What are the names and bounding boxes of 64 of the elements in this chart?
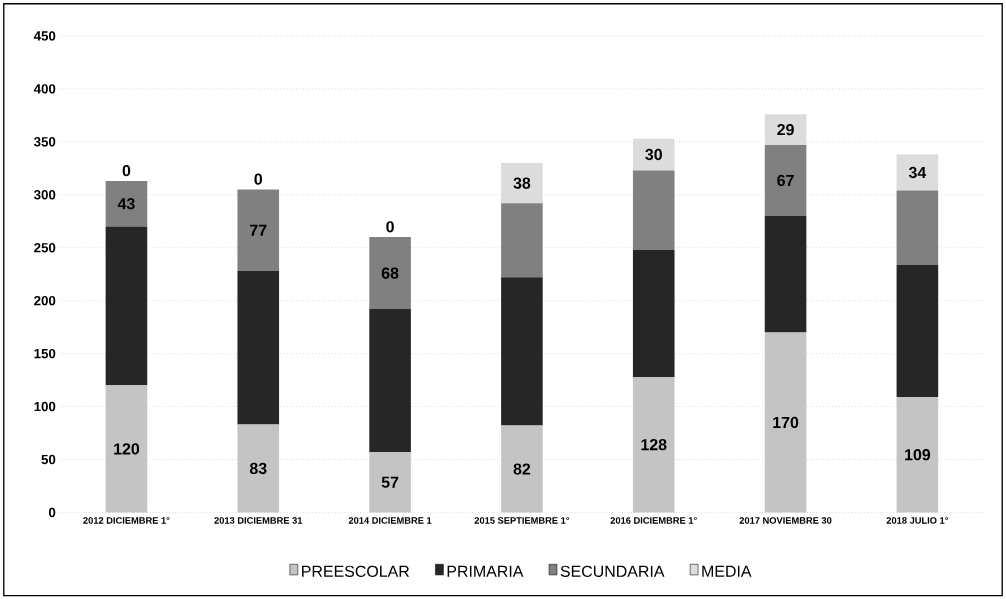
bar — [764, 215, 807, 333]
data-label: 0 — [254, 173, 263, 185]
bar — [896, 396, 939, 513]
bar — [501, 162, 543, 204]
y-tick-label: 250 — [34, 242, 56, 253]
data-label: 83 — [249, 462, 267, 474]
bar — [369, 236, 411, 309]
bar — [632, 249, 675, 377]
data-label: 0 — [386, 220, 394, 233]
x-tick-label: 2018 JULIO 1° — [886, 516, 949, 524]
x-tick-label: 2017 NOVIEMBRE 30 — [739, 516, 832, 524]
data-label: 67 — [777, 174, 794, 186]
x-tick-label: 2014 DICIEMBRE 1 — [348, 516, 432, 524]
data-label: 57 — [381, 476, 399, 488]
bar — [632, 376, 675, 513]
data-label: 120 — [114, 443, 140, 455]
bar — [237, 270, 280, 425]
y-tick-label: 150 — [34, 348, 56, 359]
y-tick-label: 300 — [33, 189, 56, 200]
data-label: 82 — [513, 463, 531, 475]
y-tick-label: 400 — [33, 83, 56, 94]
bar — [896, 264, 939, 397]
legend-label: PRIMARIA — [447, 565, 524, 577]
data-label: 109 — [905, 448, 931, 461]
y-tick-label: 450 — [33, 31, 56, 41]
y-tick-label: 100 — [34, 401, 56, 412]
data-label: 0 — [122, 164, 131, 177]
legend-label: MEDIA — [702, 565, 752, 577]
data-label: 38 — [513, 177, 531, 189]
bar — [896, 154, 939, 191]
bar — [501, 203, 543, 278]
data-label: 34 — [908, 166, 927, 178]
data-label: 43 — [117, 197, 135, 210]
data-label: 30 — [645, 148, 662, 160]
legend-label: PREESCOLAR — [302, 565, 410, 577]
bar — [105, 385, 148, 513]
bar — [764, 144, 807, 216]
bar — [369, 451, 411, 513]
bar — [632, 138, 675, 171]
x-tick-label: 2012 DICIEMBRE 1° — [83, 516, 170, 524]
bar — [632, 170, 675, 250]
x-tick-label: 2015 SEPTIEMBRE 1° — [474, 516, 570, 524]
bar — [237, 424, 280, 513]
x-tick-label: 2016 DICIEMBRE 1° — [610, 516, 697, 524]
bar — [237, 189, 280, 271]
data-label: 128 — [641, 438, 667, 451]
bar — [764, 114, 807, 145]
bar — [501, 277, 543, 426]
y-tick-label: 50 — [41, 454, 56, 464]
bar — [369, 308, 411, 452]
bar — [105, 226, 148, 386]
bar — [764, 332, 807, 513]
data-label: 29 — [777, 123, 794, 136]
legend-label: SECUNDARIA — [560, 565, 665, 577]
bar — [501, 425, 543, 513]
y-tick-label: 350 — [33, 136, 56, 147]
bar — [896, 190, 939, 265]
bar — [105, 180, 148, 227]
y-tick-label: 200 — [34, 295, 56, 306]
data-label: 170 — [773, 416, 799, 428]
y-tick-label: 0 — [48, 507, 56, 517]
x-tick-label: 2013 DICIEMBRE 31 — [214, 516, 303, 524]
data-label: 77 — [250, 224, 267, 236]
data-label: 68 — [381, 267, 399, 279]
